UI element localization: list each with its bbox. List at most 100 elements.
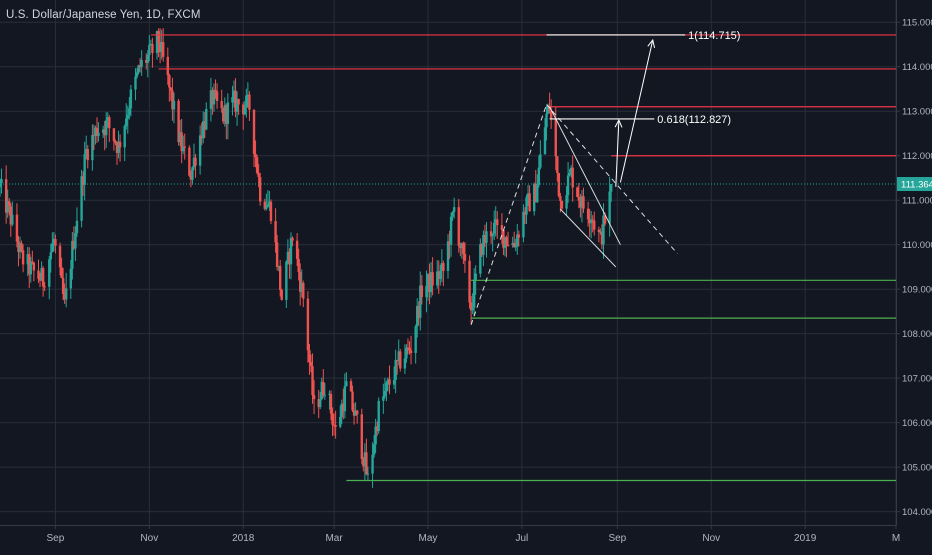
- time-tick-label: Nov: [140, 533, 158, 544]
- candle: [134, 68, 137, 101]
- candle-body: [482, 235, 485, 255]
- candle-body: [537, 167, 541, 185]
- candle-body: [40, 268, 43, 281]
- candle: [215, 83, 219, 109]
- candle: [579, 194, 582, 218]
- candle-body: [232, 90, 236, 98]
- candle-body: [525, 197, 528, 215]
- candle: [148, 35, 151, 62]
- candle: [483, 224, 487, 248]
- candle: [362, 456, 365, 472]
- candle-body: [134, 76, 137, 90]
- candle: [568, 169, 571, 177]
- candle-body: [18, 243, 22, 253]
- candle-body: [60, 267, 63, 278]
- candle-body: [431, 272, 434, 286]
- candle: [343, 373, 347, 419]
- candle-body: [536, 184, 539, 203]
- candle: [214, 79, 217, 99]
- candle-body: [125, 118, 128, 126]
- candle-body: [609, 184, 613, 192]
- candle-body: [320, 381, 323, 400]
- candle: [334, 410, 337, 439]
- candle-body: [311, 366, 314, 396]
- candle-body: [539, 154, 542, 168]
- candle-body: [83, 154, 86, 185]
- fib-label: 0.618(112.827): [657, 114, 731, 126]
- candle: [198, 125, 202, 175]
- candle: [140, 50, 143, 76]
- candle-body: [274, 221, 277, 243]
- candle-body: [471, 307, 474, 311]
- candle: [559, 192, 562, 213]
- candle: [205, 102, 208, 131]
- candle-body: [171, 90, 174, 110]
- candle-body: [448, 241, 451, 245]
- candle-body: [295, 240, 299, 259]
- candle: [365, 438, 368, 476]
- candle-body: [489, 231, 493, 237]
- candle-body: [52, 238, 56, 244]
- candle: [556, 155, 559, 182]
- candle-body: [533, 183, 536, 212]
- candle: [188, 145, 191, 178]
- candle: [317, 389, 320, 419]
- candle-body: [91, 134, 94, 161]
- candle: [242, 102, 245, 130]
- candle-body: [469, 302, 473, 311]
- candle: [225, 103, 228, 140]
- candle-body: [319, 399, 322, 408]
- price-tick-label: 104.000: [902, 507, 932, 518]
- candle-body: [480, 244, 484, 255]
- candle: [593, 211, 596, 236]
- candle-body: [569, 167, 573, 173]
- candle: [182, 135, 185, 155]
- arrow-head: [647, 38, 656, 48]
- candle: [75, 207, 79, 237]
- candle: [408, 341, 411, 355]
- candle: [48, 256, 51, 300]
- candle-body: [576, 187, 579, 197]
- candle-body: [269, 201, 273, 222]
- candle: [576, 186, 579, 198]
- candle: [534, 169, 537, 203]
- candle: [414, 324, 417, 364]
- candle-body: [126, 114, 129, 119]
- candle: [38, 272, 42, 288]
- candle: [560, 200, 564, 210]
- candle: [374, 418, 377, 454]
- candle-body: [351, 391, 354, 411]
- candle-body: [246, 94, 250, 96]
- candle-body: [511, 242, 514, 246]
- candle-body: [291, 237, 294, 241]
- candle-body: [145, 59, 148, 63]
- candle-body: [566, 175, 570, 196]
- candle-body: [48, 259, 51, 287]
- candle-body: [599, 231, 602, 233]
- candle-body: [169, 87, 173, 91]
- candle-body: [69, 268, 73, 289]
- candle: [522, 204, 525, 243]
- candle: [211, 87, 214, 115]
- candle: [286, 239, 290, 265]
- candle: [569, 165, 573, 178]
- candle: [460, 242, 464, 259]
- candle: [275, 234, 279, 271]
- candle: [189, 170, 193, 188]
- candle: [462, 241, 465, 264]
- candle: [320, 377, 323, 401]
- candle-body: [6, 201, 9, 213]
- candle: [51, 232, 54, 253]
- candle: [285, 260, 288, 309]
- candle: [257, 164, 260, 188]
- candle: [151, 37, 154, 68]
- candle-body: [339, 416, 342, 427]
- candle-body: [54, 238, 57, 246]
- candle-body: [235, 99, 239, 112]
- candle-body: [166, 56, 170, 76]
- candle-body: [589, 219, 593, 224]
- chart-title: U.S. Dollar/Japanese Yen, 1D, FXCM: [6, 9, 201, 21]
- candle: [268, 190, 271, 211]
